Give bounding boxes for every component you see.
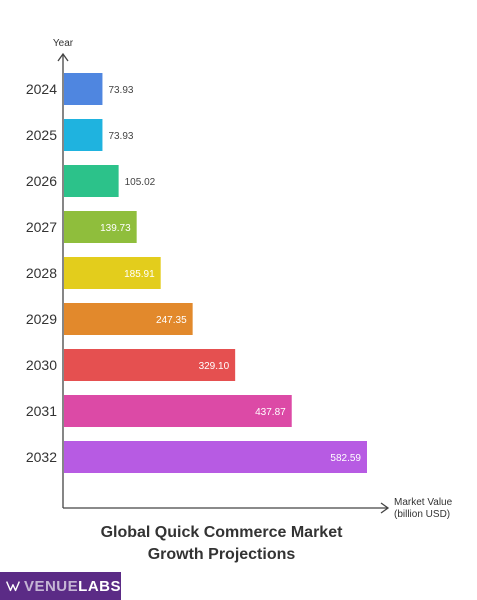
brand-name: VENUELABS <box>24 578 121 595</box>
bar-value-label: 247.35 <box>156 315 187 326</box>
y-tick-label: 2032 <box>26 449 57 465</box>
bar-value-label: 185.91 <box>124 269 155 280</box>
y-tick-label: 2026 <box>26 173 57 189</box>
bar-value-label: 139.73 <box>100 223 131 234</box>
bars: 2024 73.93 2025 73.93 2026 105.02 2027 139.73 20… <box>26 73 367 473</box>
bar-2031 <box>64 395 292 427</box>
brand-logo: VENUELABS <box>0 572 121 600</box>
y-axis-label: Year <box>53 38 74 49</box>
bar-value-label: 437.87 <box>255 407 286 418</box>
venuelabs-logo-icon <box>6 581 20 592</box>
bar-2032 <box>64 441 367 473</box>
bar-value-label: 73.93 <box>108 131 133 142</box>
brand-name-part2: LABS <box>78 577 121 595</box>
chart-title-line2: Growth Projections <box>147 546 296 563</box>
y-tick-label: 2024 <box>26 81 57 97</box>
bar-value-label: 329.10 <box>199 361 230 372</box>
y-tick-label: 2029 <box>26 311 57 327</box>
x-axis-label-line2: (billion USD) <box>394 509 450 520</box>
bar-2026 <box>64 165 119 197</box>
bar-2029 <box>64 303 193 335</box>
x-axis: Market Value (billion USD) <box>63 497 453 520</box>
chart-title: Global Quick Commerce Market Growth Proj… <box>0 522 443 566</box>
y-tick-label: 2028 <box>26 265 57 281</box>
bar-2027 <box>64 211 137 243</box>
y-axis-arrow <box>57 52 69 62</box>
x-axis-arrow <box>380 502 390 514</box>
bar-value-label: 105.02 <box>125 177 156 188</box>
bar-value-label: 73.93 <box>108 85 133 96</box>
bar-value-label: 582.59 <box>330 453 361 464</box>
bar-2030 <box>64 349 236 381</box>
y-tick-label: 2030 <box>26 357 57 373</box>
x-axis-label-line1: Market Value <box>394 497 453 508</box>
bar-chart: Year Market Value (billion USD) 2024 73.9… <box>26 38 453 520</box>
y-tick-label: 2025 <box>26 127 57 143</box>
brand-name-part1: VENUE <box>23 577 79 595</box>
y-axis: Year <box>53 38 74 508</box>
bar-2025 <box>64 119 103 151</box>
bar-2028 <box>64 257 161 289</box>
bar-2024 <box>64 73 103 105</box>
y-tick-label: 2031 <box>26 403 57 419</box>
chart-title-line1: Global Quick Commerce Market <box>100 524 343 541</box>
y-tick-label: 2027 <box>26 219 57 235</box>
